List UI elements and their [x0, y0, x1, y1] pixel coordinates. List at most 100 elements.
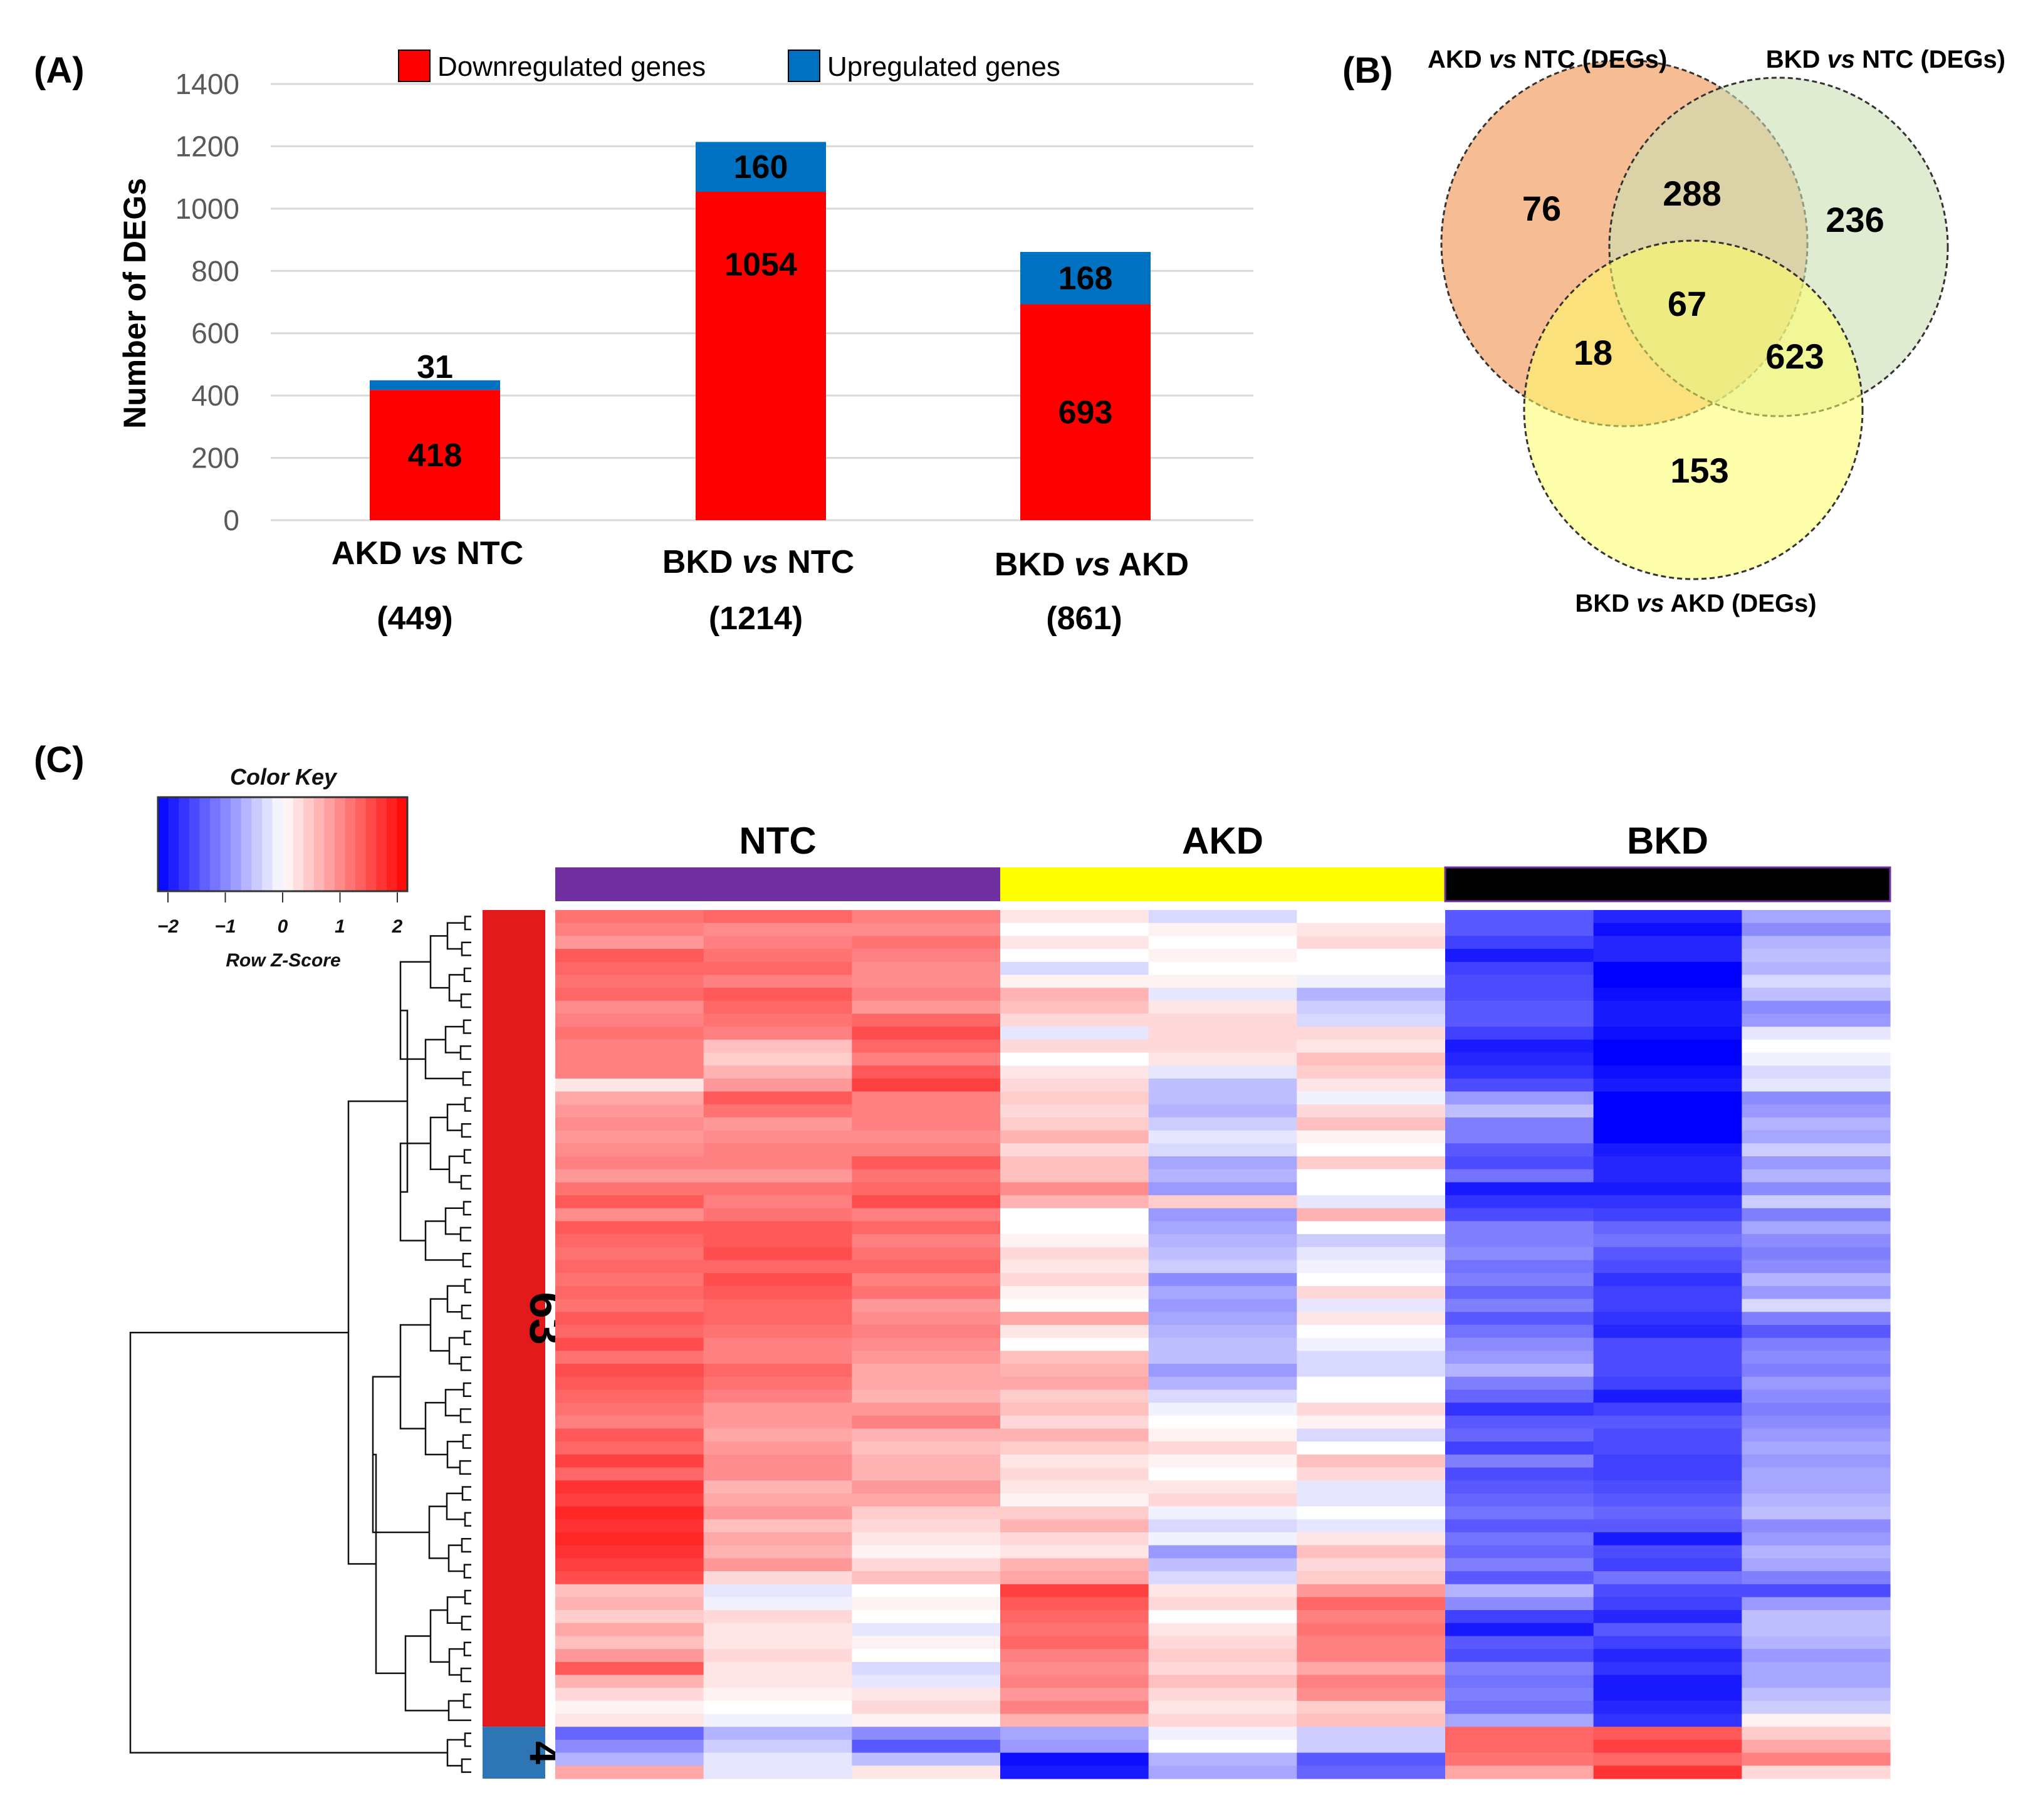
heatmap-cell	[555, 1493, 704, 1507]
heatmap-cell	[1297, 1752, 1446, 1766]
heatmap-cell	[1297, 1169, 1446, 1183]
heatmap-cell	[1148, 1675, 1297, 1688]
dendrogram-link	[129, 1332, 447, 1754]
heatmap-cell	[1742, 1182, 1891, 1196]
heatmap-cell	[1148, 1104, 1297, 1118]
heatmap-cell	[1742, 1273, 1891, 1287]
heatmap-cell	[852, 1324, 1001, 1339]
heatmap-cell	[555, 1415, 704, 1430]
heatmap-cell	[1148, 1312, 1297, 1326]
heatmap-cell	[1000, 1195, 1149, 1209]
category-total-label: (449)	[377, 600, 452, 637]
heatmap-cell	[1742, 1713, 1891, 1727]
heatmap-cell	[1593, 1027, 1742, 1040]
heatmap-cell	[1297, 1013, 1446, 1027]
heatmap-cell	[1000, 1169, 1149, 1183]
color-key-cell	[324, 797, 335, 891]
heatmap-cell	[1593, 1428, 1742, 1442]
heatmap-cell	[1593, 1169, 1742, 1183]
heatmap-cell	[703, 1247, 852, 1261]
heatmap-cell	[1742, 1337, 1891, 1351]
heatmap-cell	[1445, 949, 1594, 963]
heatmap-cell	[852, 1065, 1001, 1079]
heatmap-cell	[703, 1532, 852, 1546]
heatmap-cell	[1297, 1143, 1446, 1157]
heatmap-cell	[555, 1091, 704, 1105]
heatmap-cell	[1297, 1039, 1446, 1054]
heatmap-cell	[1593, 1000, 1742, 1015]
heatmap-cell	[703, 1558, 852, 1572]
heatmap-cell	[555, 1752, 704, 1766]
heatmap-cell	[1148, 1441, 1297, 1455]
heatmap-cell	[555, 1765, 704, 1779]
y-tick-label: 0	[223, 504, 239, 536]
color-key-gradient	[158, 797, 408, 891]
heatmap-cell	[1297, 988, 1446, 1002]
heatmap-cell	[703, 1428, 852, 1442]
heatmap-cell	[1445, 936, 1594, 949]
heatmap-cell	[1148, 988, 1297, 1002]
heatmap-cell	[1000, 1532, 1149, 1546]
heatmap-cell	[1297, 1610, 1446, 1624]
dendrogram-link	[460, 1356, 471, 1371]
heatmap-cell	[852, 1234, 1001, 1248]
heatmap-group-headers: NTC AKD BKD	[555, 820, 1891, 902]
heatmap-cell	[1742, 1234, 1891, 1248]
heatmap-cell	[1148, 936, 1297, 949]
heatmap-cell	[1593, 949, 1742, 963]
heatmap-cell	[703, 1584, 852, 1598]
heatmap-cell	[555, 1027, 704, 1040]
heatmap-cell	[852, 1571, 1001, 1585]
heatmap-cell	[1445, 1506, 1594, 1520]
heatmap-cell	[1593, 1739, 1742, 1754]
heatmap-cell	[1148, 1376, 1297, 1391]
group-bar-bkd	[1444, 866, 1891, 902]
heatmap-cell	[555, 1013, 704, 1027]
heatmap-cell	[555, 1727, 704, 1740]
heatmap-cell	[852, 1273, 1001, 1287]
heatmap-cell	[555, 1234, 704, 1248]
heatmap-cell	[1742, 1700, 1891, 1715]
group-label-ntc: NTC	[739, 820, 816, 862]
heatmap-cell	[1000, 1584, 1149, 1598]
heatmap-cell	[555, 1312, 704, 1326]
heatmap-cell	[1000, 1765, 1149, 1779]
heatmap-cell	[1148, 1752, 1297, 1766]
heatmap-cell	[1148, 1027, 1297, 1040]
heatmap-cell	[1593, 1221, 1742, 1235]
heatmap-cell	[555, 1143, 704, 1157]
dendrogram-link	[424, 1038, 463, 1080]
heatmap-cell	[1297, 1493, 1446, 1507]
heatmap-cell	[555, 1532, 704, 1546]
heatmap-cell	[1445, 1415, 1594, 1430]
dendrogram-link	[463, 1382, 471, 1397]
heatmap-cell	[1297, 1506, 1446, 1520]
heatmap-cell	[1148, 1169, 1297, 1183]
heatmap-cell	[1297, 1208, 1446, 1222]
heatmap-cell	[852, 1610, 1001, 1624]
heatmap-cell	[1593, 1143, 1742, 1157]
dendrogram-link	[462, 1071, 471, 1086]
heatmap-cell	[1593, 1415, 1742, 1430]
heatmap-cell	[1148, 1130, 1297, 1144]
heatmap-cell	[1445, 1143, 1594, 1157]
heatmap-cell	[1445, 1428, 1594, 1442]
heatmap-cell	[1445, 988, 1594, 1002]
heatmap-cell	[1593, 1078, 1742, 1092]
heatmap-cell	[1148, 1299, 1297, 1312]
heatmap-cell	[1742, 1351, 1891, 1364]
heatmap-cell	[1000, 1467, 1149, 1481]
heatmap-cell	[852, 1403, 1001, 1416]
heatmap-cell	[852, 1285, 1001, 1300]
heatmap-cell	[1593, 1571, 1742, 1585]
heatmap-cell	[1742, 1571, 1891, 1585]
color-key-cell	[241, 797, 252, 891]
heatmap-cell	[852, 1467, 1001, 1481]
heatmap-cell	[1000, 1234, 1149, 1248]
heatmap-cell	[1742, 1376, 1891, 1391]
heatmap-cell	[1148, 1221, 1297, 1235]
venn-count-akd-bkd-akd: 18	[1574, 333, 1612, 372]
heatmap-cell	[1445, 1727, 1594, 1740]
row-dendrogram	[129, 916, 471, 1773]
heatmap-cell	[1445, 1584, 1594, 1598]
